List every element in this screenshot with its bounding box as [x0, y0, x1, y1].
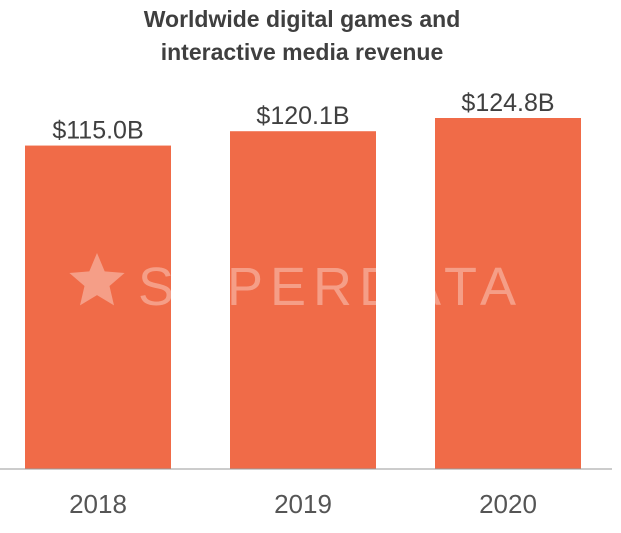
value-label-2020: $124.8B — [461, 89, 554, 117]
watermark-text: SUPERDATA — [138, 257, 523, 317]
x-axis-tick-labels: 2018 2019 2020 — [69, 489, 537, 519]
bar-2018 — [25, 145, 171, 469]
value-label-2018: $115.0B — [52, 117, 143, 145]
x-tick-label-2020: 2020 — [479, 489, 537, 519]
chart-title-line-2: interactive media revenue — [161, 39, 444, 65]
chart-title: Worldwide digital games and interactive … — [144, 6, 461, 65]
value-labels: $115.0B $120.1B $124.8B — [52, 89, 554, 145]
x-tick-label-2019: 2019 — [274, 489, 332, 519]
bar-series — [25, 118, 581, 469]
bar-2019 — [230, 131, 376, 469]
value-label-2019: $120.1B — [256, 102, 349, 130]
bar-2020 — [435, 118, 581, 469]
chart-title-line-1: Worldwide digital games and — [144, 6, 461, 32]
watermark: SUPERDATA — [69, 253, 523, 317]
x-tick-label-2018: 2018 — [69, 489, 127, 519]
star-icon — [69, 253, 125, 306]
